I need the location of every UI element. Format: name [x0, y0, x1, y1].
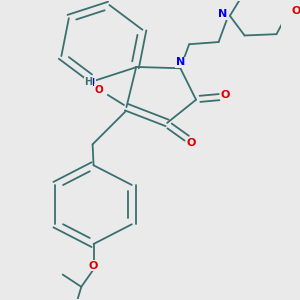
- Text: O: O: [94, 85, 103, 95]
- Text: O: O: [292, 6, 300, 16]
- Text: H: H: [84, 77, 92, 87]
- Text: N: N: [218, 9, 227, 19]
- Text: O: O: [187, 138, 196, 148]
- Text: N: N: [86, 77, 95, 88]
- Text: O: O: [89, 261, 98, 271]
- Text: O: O: [221, 90, 230, 100]
- Text: N: N: [176, 57, 185, 67]
